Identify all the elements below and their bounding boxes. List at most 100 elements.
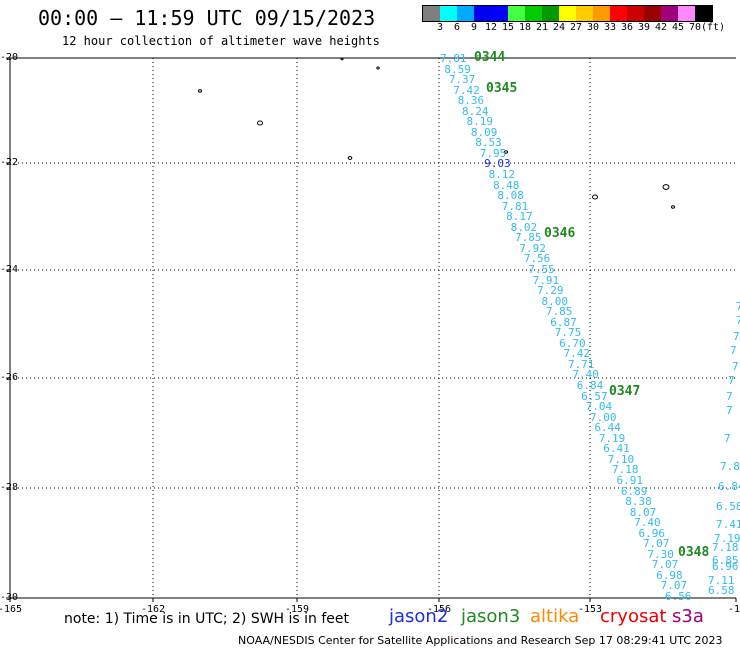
wave-height-value: 7.92	[519, 241, 546, 255]
wave-height-color-scale	[422, 5, 713, 22]
color-swatch	[474, 6, 491, 21]
wave-height-value: 8.38	[625, 495, 652, 509]
island-outline	[662, 184, 670, 190]
wave-height-value: 8.48	[492, 178, 520, 192]
color-scale-value: 33	[603, 22, 617, 33]
wave-height-value: 6.56	[665, 590, 692, 603]
wave-height-value: 7	[736, 314, 740, 327]
pass-time-label: 0345	[486, 81, 518, 96]
color-swatch	[423, 6, 440, 21]
wave-height-value: 8.09	[470, 125, 498, 139]
wave-height-value: 6.87	[550, 315, 577, 329]
island-outline	[257, 120, 263, 126]
island-outline	[376, 66, 380, 70]
island-outline	[671, 205, 675, 209]
wave-height-value: 7.40	[634, 516, 661, 530]
wave-height-value: 6.57	[581, 389, 608, 403]
wave-height-value: 7.75	[554, 326, 582, 340]
wave-height-value: 6.91	[616, 473, 643, 487]
map-frame	[6, 57, 737, 602]
wave-height-value: 8.17	[506, 210, 533, 224]
wave-height-value: 8.36	[457, 94, 485, 108]
island-outline	[340, 57, 344, 61]
color-scale-value: 27	[569, 22, 583, 33]
wave-height-value: 6.41	[603, 442, 630, 456]
latitude-label: -30	[0, 592, 19, 603]
wave-height-value: 7	[732, 360, 739, 373]
footer-credit: NOAA/NESDIS Center for Satellite Applica…	[238, 634, 723, 647]
color-scale-value: 36	[620, 22, 634, 33]
color-scale-value: 6	[453, 22, 461, 33]
color-scale-value: 70	[688, 22, 702, 33]
wave-height-value: 6.58	[708, 584, 735, 597]
pass-time-label: 0348	[678, 545, 710, 560]
wave-height-value: 7.30	[647, 547, 674, 561]
wave-height-value: 7	[736, 300, 740, 313]
wave-height-value: 6.84	[576, 379, 604, 393]
wave-height-value: 6.70	[559, 336, 586, 350]
color-swatch	[508, 6, 525, 21]
latitude-label: -28	[0, 482, 19, 493]
wave-height-value: 7.07	[660, 579, 688, 593]
satellite-name: s3a	[672, 606, 704, 627]
wave-height-value: 7	[728, 374, 735, 387]
wave-height-value: 6.89	[620, 484, 648, 498]
satellite-name: altika	[530, 606, 580, 627]
wave-height-value: 7.29	[537, 284, 564, 298]
color-scale-value: 39	[637, 22, 651, 33]
color-swatch	[678, 6, 695, 21]
wave-height-value: 7.19	[714, 532, 740, 545]
wave-height-value: 7	[726, 404, 733, 417]
satellite-name: jason2	[389, 606, 449, 627]
color-scale-value: 21	[535, 22, 549, 33]
color-scale-value: 12	[484, 22, 498, 33]
color-swatch	[525, 6, 542, 21]
wave-height-value: 7.41	[716, 518, 740, 531]
wave-height-value: 6.96	[638, 526, 666, 540]
color-scale-value: 42	[654, 22, 668, 33]
color-scale-value: 30	[586, 22, 600, 33]
wave-height-value: 6.85	[712, 554, 739, 567]
island-outline	[504, 150, 508, 154]
longitude-label: -162	[140, 604, 166, 615]
color-swatch	[644, 6, 661, 21]
wave-height-value: 7.07	[642, 537, 670, 551]
wave-height-value: 7.07	[651, 558, 679, 572]
pass-time-label: 0344	[474, 50, 506, 65]
wave-height-value: 7.37	[448, 73, 476, 87]
color-scale-value: 15	[501, 22, 515, 33]
islands	[198, 57, 675, 209]
wave-height-value: 8.00	[541, 294, 568, 308]
longitude-label: -165	[0, 604, 23, 615]
color-scale-value: 45	[671, 22, 685, 33]
latitude-label: -22	[0, 157, 19, 168]
wave-height-value: 8.02	[510, 220, 538, 234]
satellite-name: jason3	[461, 606, 521, 627]
wave-height-value: 7.42	[453, 83, 480, 97]
wave-height-value: 8.59	[444, 62, 471, 76]
wave-height-value: 8.53	[475, 136, 502, 150]
wave-height-value: 7.18	[712, 541, 739, 554]
color-swatch	[542, 6, 559, 21]
wave-height-value: 7.81	[440, 52, 467, 65]
latitude-label: -26	[0, 372, 19, 383]
wave-height-value: 6.98	[656, 568, 683, 582]
pass-time-label: 0346	[544, 226, 576, 241]
wave-height-value: 8.07	[629, 505, 657, 519]
wave-height-value: 7	[733, 330, 740, 343]
longitude-label: -159	[284, 604, 310, 615]
wave-height-value: 7.8	[720, 460, 740, 473]
longitude-label: -156	[426, 604, 452, 615]
color-swatch	[457, 6, 474, 21]
wave-height-value: 7.40	[572, 368, 599, 382]
wave-height-value: 8.19	[466, 115, 493, 129]
color-swatch	[695, 6, 712, 21]
color-swatch	[593, 6, 610, 21]
color-swatch	[610, 6, 627, 21]
wave-height-value: 7.91	[532, 273, 560, 287]
color-scale-value: 3	[436, 22, 444, 33]
pass-time-label: 0347	[609, 384, 641, 399]
wave-height-value: 7.10	[607, 452, 635, 466]
map-grid	[10, 58, 736, 598]
